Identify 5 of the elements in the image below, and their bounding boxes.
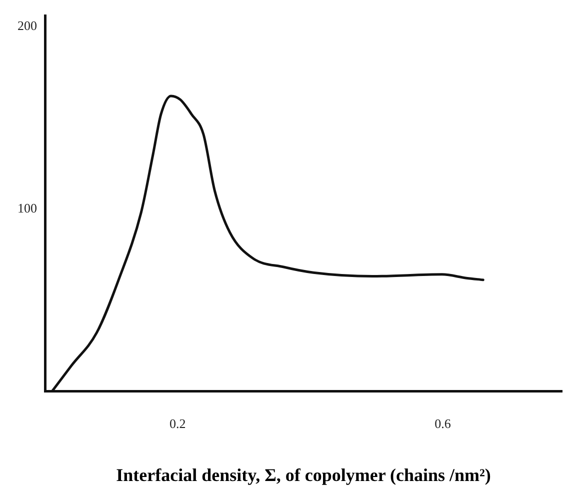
y-tick-label: 200 bbox=[18, 18, 37, 34]
y-tick-label: 100 bbox=[18, 200, 37, 216]
x-axis-title: Interfacial density, Σ, of copolymer (chains /nm²) bbox=[116, 464, 491, 485]
x-tick-label: 0.6 bbox=[434, 416, 452, 432]
x-tick-label: 0.2 bbox=[169, 416, 186, 432]
